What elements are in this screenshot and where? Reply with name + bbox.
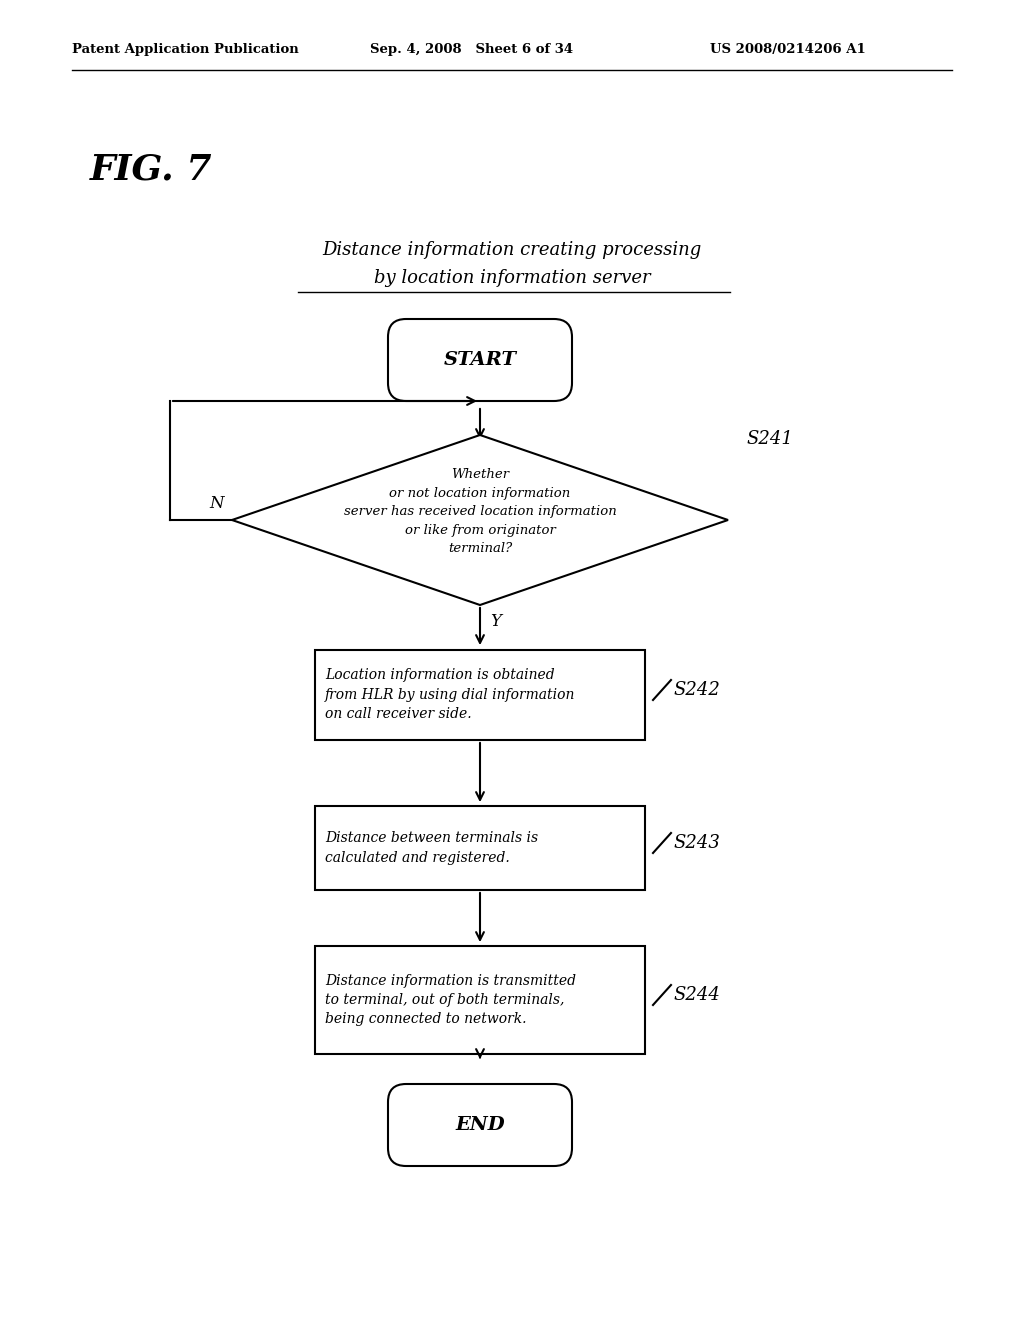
Text: S242: S242 bbox=[673, 681, 720, 700]
Text: FIG. 7: FIG. 7 bbox=[90, 153, 213, 187]
Text: S244: S244 bbox=[673, 986, 720, 1005]
Text: S243: S243 bbox=[673, 834, 720, 851]
Text: Distance information is transmitted
to terminal, out of both terminals,
being co: Distance information is transmitted to t… bbox=[325, 974, 575, 1027]
Bar bbox=[315, 946, 645, 1053]
Text: by location information server: by location information server bbox=[374, 269, 650, 286]
Text: Distance information creating processing: Distance information creating processing bbox=[323, 242, 701, 259]
Bar bbox=[315, 649, 645, 741]
Text: Sep. 4, 2008   Sheet 6 of 34: Sep. 4, 2008 Sheet 6 of 34 bbox=[370, 44, 573, 57]
Text: Y: Y bbox=[490, 612, 501, 630]
Text: Patent Application Publication: Patent Application Publication bbox=[72, 44, 299, 57]
FancyBboxPatch shape bbox=[388, 1084, 572, 1166]
Text: Distance between terminals is
calculated and registered.: Distance between terminals is calculated… bbox=[325, 832, 539, 865]
Text: START: START bbox=[443, 351, 516, 370]
Bar bbox=[315, 807, 645, 890]
Text: US 2008/0214206 A1: US 2008/0214206 A1 bbox=[710, 44, 865, 57]
Polygon shape bbox=[232, 436, 728, 605]
Text: N: N bbox=[210, 495, 224, 512]
Text: S241: S241 bbox=[746, 430, 793, 447]
FancyBboxPatch shape bbox=[388, 319, 572, 401]
Text: END: END bbox=[456, 1115, 505, 1134]
Text: Whether
or not location information
server has received location information
or : Whether or not location information serv… bbox=[344, 469, 616, 556]
Text: Location information is obtained
from HLR by using dial information
on call rece: Location information is obtained from HL… bbox=[325, 668, 575, 722]
